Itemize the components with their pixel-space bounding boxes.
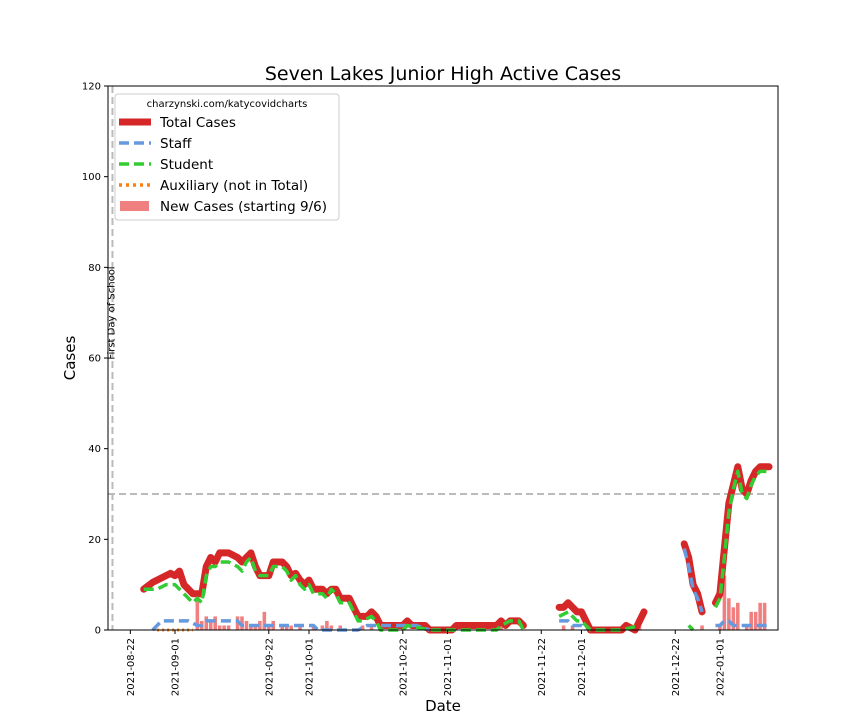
legend-label: Total Cases [159,115,236,131]
x-tick-label: 2021-10-22 [398,638,409,696]
series-line-staff [559,619,588,632]
new-cases-bar [208,620,213,630]
new-cases-bar [204,616,209,630]
new-cases-bar [280,625,284,630]
y-tick-label: 80 [88,263,101,274]
y-axis: 0 20 40 60 80 100 120 [82,82,108,637]
new-cases-bar [718,625,722,630]
series-lines [140,463,773,634]
new-cases-bar [762,602,767,630]
new-cases-bar [736,602,740,630]
series-line-student [143,555,525,632]
y-tick-label: 60 [88,354,101,365]
y-tick-label: 100 [82,172,101,183]
x-tick-label: 2021-09-01 [171,638,182,696]
new-cases-bar [731,607,736,630]
legend-header: charzynski.com/katycovidcharts [147,99,308,110]
new-cases-bar [758,602,762,630]
new-cases-bar [561,625,566,630]
legend-label: New Cases (starting 9/6) [160,199,327,215]
new-cases-bar [753,611,758,630]
new-cases-bar [195,598,200,630]
new-cases-bar [249,625,253,630]
series-line-staff [715,619,770,628]
new-cases-bar [253,625,258,630]
new-cases-bar [320,625,325,630]
new-cases-bar [325,620,329,630]
legend-items: Total Cases Staff Student Auxiliary (not in… [119,115,327,215]
legend-box [114,93,340,221]
new-cases-bar [700,625,704,630]
y-axis-title: Cases [61,336,79,381]
y-tick-label: 0 [95,626,101,637]
series-line-staff [151,619,431,632]
new-cases-bar [267,625,271,630]
new-cases-bar [244,620,249,630]
legend-label: Auxiliary (not in Total) [160,178,308,194]
new-cases-bar [258,620,262,630]
new-cases-bar [369,625,374,630]
y-tick-label: 120 [82,82,101,93]
new-cases-bar [213,616,217,630]
x-axis-title: Date [425,697,461,715]
x-tick-label: 2021-12-22 [671,638,682,696]
new-cases-bar [262,611,267,630]
new-cases-bar [289,625,293,630]
new-cases-bar [727,598,731,630]
new-cases-bar [226,625,231,630]
legend-label: Student [160,157,213,173]
new-cases-bar [570,625,575,630]
new-cases-bar [222,625,226,630]
series-line-student [713,469,770,609]
x-tick-label: 2021-11-22 [537,638,548,696]
x-axis: 2021-08-22 2021-09-01 2021-09-22 2021-10-01… [126,630,726,696]
new-cases-bar [744,625,749,630]
x-tick-label: 2021-11-01 [443,638,454,696]
legend-swatch-bar [120,201,149,211]
y-tick-label: 40 [88,444,101,455]
new-cases-bar [749,611,753,630]
x-tick-label: 2021-12-01 [577,638,588,696]
new-cases-bar [217,625,222,630]
series-line-student [687,624,695,632]
new-cases-bar [284,625,289,630]
annotations: First Day of School [106,266,117,359]
first-day-label: First Day of School [106,266,117,359]
chart-title: Seven Lakes Junior High Active Cases [265,63,621,85]
y-tick-label: 20 [88,535,101,546]
new-cases-bar [360,625,365,630]
new-cases-bar [499,625,503,630]
reference-lines [108,86,778,630]
new-cases-bar [329,625,334,630]
legend-label: Staff [160,136,192,152]
new-cases-bar [722,575,727,630]
x-tick-label: 2021-08-22 [126,638,137,696]
x-tick-label: 2022-01-01 [715,638,726,696]
x-tick-label: 2021-10-01 [305,638,316,696]
x-tick-label: 2021-09-22 [264,638,275,696]
new-cases-bar [298,625,302,630]
legend: charzynski.com/katycovidcharts Total Cas… [114,93,340,221]
new-cases-bar [338,625,343,630]
